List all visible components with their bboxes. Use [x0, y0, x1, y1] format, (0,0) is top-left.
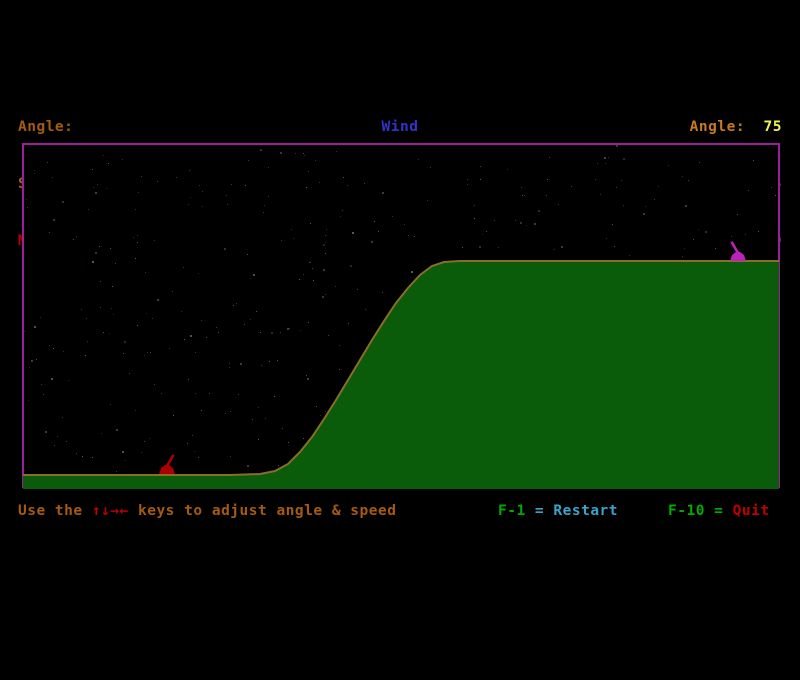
sky-background	[24, 145, 778, 488]
quit-action-label: Quit	[732, 503, 770, 519]
quit-key-label: F-10	[668, 503, 705, 519]
game-screen: Angle: Speed: Men Left: 100 Wind 42 mph …	[0, 0, 800, 524]
hud-bar: Angle: Speed: Men Left: 100 Wind 42 mph …	[0, 0, 800, 249]
wind-title: Wind	[381, 119, 419, 135]
footer-hint-suffix: keys to adjust angle & speed	[128, 503, 397, 519]
footer-hint-prefix: Use the	[18, 503, 92, 519]
player-right-angle-label: Angle:	[689, 119, 746, 135]
player-right-angle-value: 75	[763, 119, 782, 135]
quit-hint[interactable]: F-10 = Quit	[668, 498, 770, 524]
quit-equals: =	[704, 503, 733, 519]
player-left-angle-label: Angle:	[18, 119, 74, 135]
footer-help-bar: Use the ↑↓→← keys to adjust angle & spee…	[0, 498, 800, 524]
restart-equals: =	[525, 503, 554, 519]
restart-key-label: F-1	[498, 503, 526, 519]
footer-hint: Use the ↑↓→← keys to adjust angle & spee…	[18, 498, 396, 524]
player-right-angle-gap	[745, 119, 763, 135]
restart-hint[interactable]: F-1 = Restart	[498, 498, 618, 524]
restart-action-label: Restart	[553, 503, 619, 519]
playfield	[22, 143, 780, 488]
player-right-angle-row: Angle: 75	[662, 118, 782, 137]
arrow-keys-icon: ↑↓→←	[91, 503, 129, 519]
player-left-angle-row: Angle:	[18, 118, 138, 137]
